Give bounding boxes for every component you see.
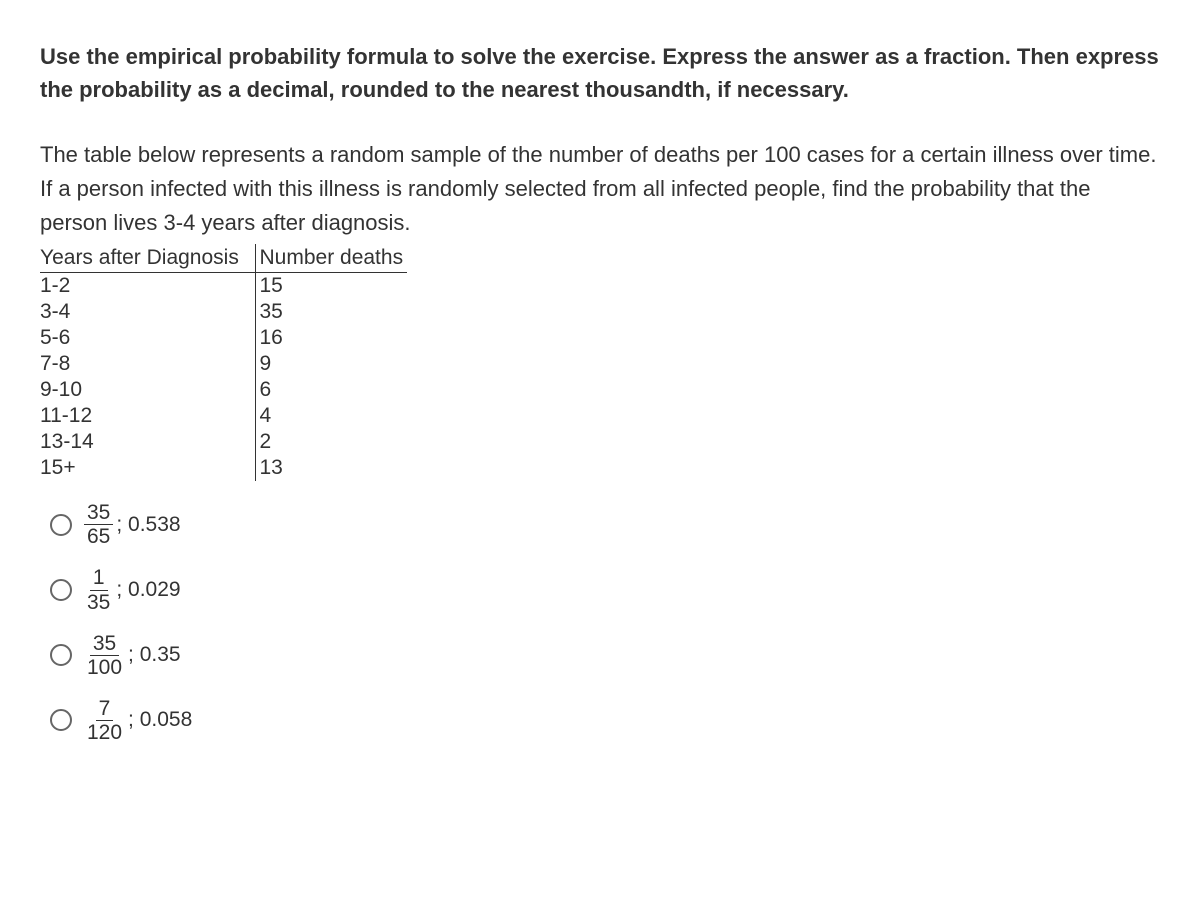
table-row: 11-12 4	[40, 403, 407, 429]
table-cell: 1-2	[40, 273, 255, 300]
fraction: 7 120	[84, 697, 125, 744]
table-row: 13-14 2	[40, 429, 407, 455]
table-cell: 4	[255, 403, 407, 429]
table-cell: 15	[255, 273, 407, 300]
table-row: 7-8 9	[40, 351, 407, 377]
numerator: 1	[90, 566, 108, 590]
decimal-value: ; 0.35	[128, 643, 181, 667]
numerator: 35	[84, 501, 113, 525]
table-row: 1-2 15	[40, 273, 407, 300]
table-cell: 2	[255, 429, 407, 455]
decimal-value: ; 0.538	[116, 513, 180, 537]
radio-icon	[50, 644, 72, 666]
fraction: 1 35	[84, 566, 113, 613]
option-label: 1 35 ; 0.029	[84, 566, 181, 613]
table-header-deaths: Number deaths	[255, 244, 407, 273]
option-d[interactable]: 7 120 ; 0.058	[50, 697, 1160, 744]
denominator: 65	[84, 525, 113, 548]
table-cell: 6	[255, 377, 407, 403]
table-row: 9-10 6	[40, 377, 407, 403]
question-text: The table below represents a random samp…	[40, 138, 1160, 240]
data-table: Years after Diagnosis Number deaths 1-2 …	[40, 244, 407, 481]
table-cell: 16	[255, 325, 407, 351]
table-cell: 35	[255, 299, 407, 325]
fraction: 35 65	[84, 501, 113, 548]
fraction: 35 100	[84, 632, 125, 679]
table-cell: 15+	[40, 455, 255, 481]
denominator: 120	[84, 721, 125, 744]
option-b[interactable]: 1 35 ; 0.029	[50, 566, 1160, 613]
denominator: 100	[84, 656, 125, 679]
option-a[interactable]: 35 65 ; 0.538	[50, 501, 1160, 548]
table-header-years: Years after Diagnosis	[40, 244, 255, 273]
table-row: 15+ 13	[40, 455, 407, 481]
denominator: 35	[84, 591, 113, 614]
option-c[interactable]: 35 100 ; 0.35	[50, 632, 1160, 679]
option-label: 35 100 ; 0.35	[84, 632, 181, 679]
numerator: 35	[90, 632, 119, 656]
instructions-text: Use the empirical probability formula to…	[40, 40, 1160, 106]
table-cell: 13	[255, 455, 407, 481]
option-label: 35 65 ; 0.538	[84, 501, 181, 548]
answer-options: 35 65 ; 0.538 1 35 ; 0.029 35 100 ; 0.35	[50, 501, 1160, 744]
decimal-value: ; 0.058	[128, 708, 192, 732]
table-cell: 9	[255, 351, 407, 377]
radio-icon	[50, 579, 72, 601]
decimal-value: ; 0.029	[116, 578, 180, 602]
table-row: 5-6 16	[40, 325, 407, 351]
radio-icon	[50, 514, 72, 536]
table-cell: 3-4	[40, 299, 255, 325]
table-cell: 5-6	[40, 325, 255, 351]
table-cell: 7-8	[40, 351, 255, 377]
table-cell: 13-14	[40, 429, 255, 455]
option-label: 7 120 ; 0.058	[84, 697, 192, 744]
numerator: 7	[96, 697, 114, 721]
table-row: 3-4 35	[40, 299, 407, 325]
table-cell: 9-10	[40, 377, 255, 403]
radio-icon	[50, 709, 72, 731]
table-cell: 11-12	[40, 403, 255, 429]
